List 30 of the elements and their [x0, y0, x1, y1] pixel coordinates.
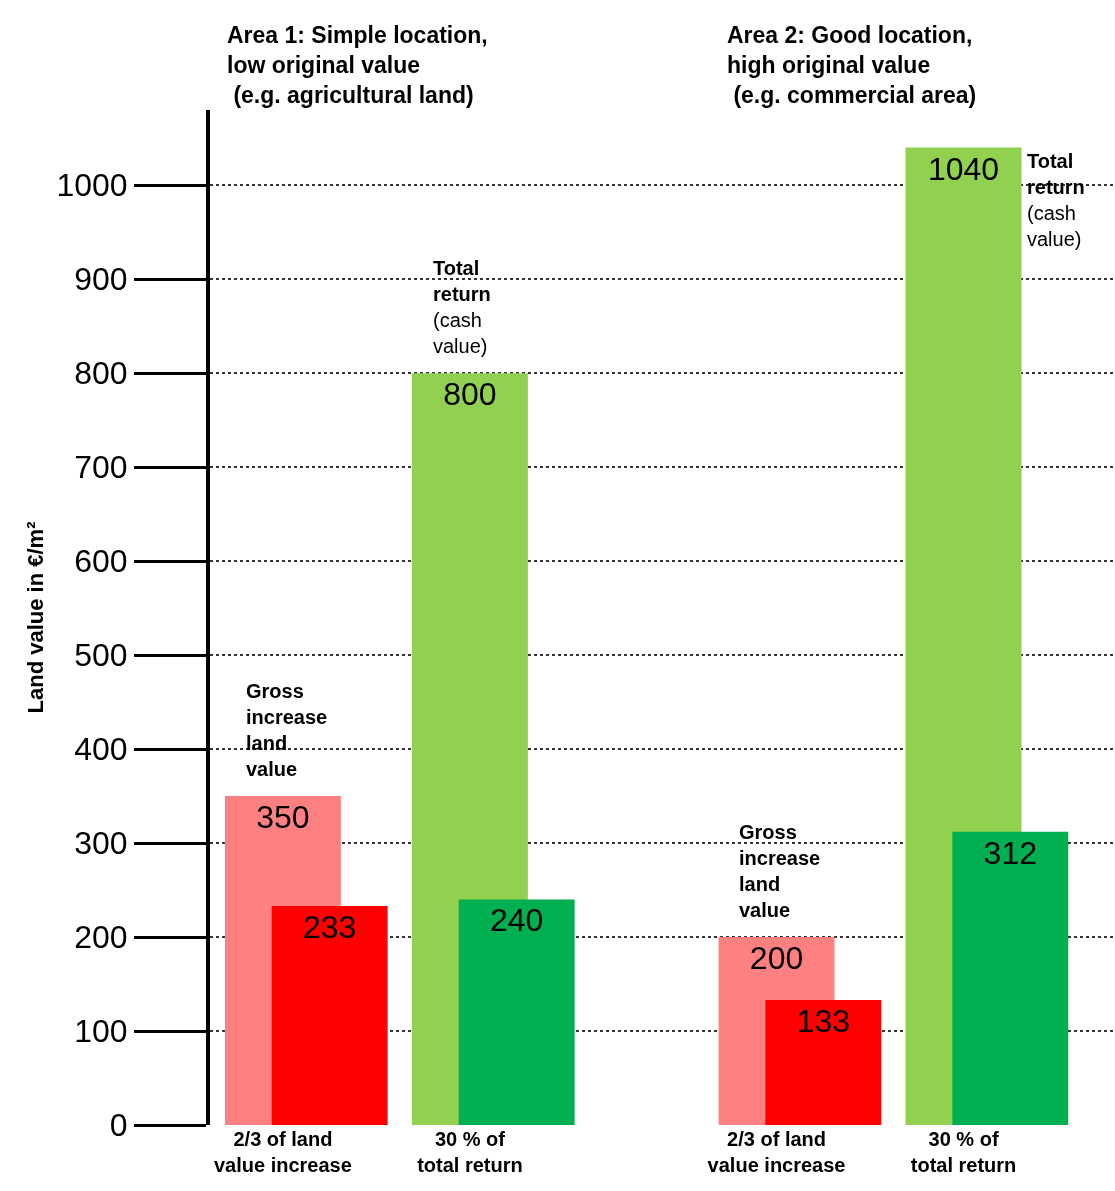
annotation: Gross increase land value [739, 821, 821, 921]
data-label: 1040 [927, 150, 1000, 187]
y-tick-label: 500 [74, 637, 128, 674]
y-tick-label: 200 [74, 919, 128, 956]
y-tick-label: 300 [74, 825, 128, 862]
data-label: 800 [443, 376, 497, 413]
x-tick-label: 30 % of total return [910, 1128, 1017, 1176]
x-tick-label: 2/3 of land value increase [213, 1128, 352, 1176]
x-tick-label: 30 % of total return [417, 1128, 523, 1176]
y-tick-label: 1000 [56, 167, 128, 204]
y-tick-label: 0 [109, 1107, 128, 1144]
y-tick-label: 900 [74, 261, 128, 298]
data-label: 312 [983, 834, 1037, 871]
x-tick-label: 2/3 of land value increase [707, 1128, 846, 1176]
y-tick-label: 600 [74, 543, 128, 580]
y-tick-label: 800 [74, 355, 128, 392]
y-tick-label: 700 [74, 449, 128, 486]
y-axis-title: Land value in €/m² [22, 521, 48, 714]
data-label: 350 [256, 799, 310, 836]
annotation: Total return (cash value) [1027, 150, 1085, 250]
y-tick-label: 100 [74, 1013, 128, 1050]
y-tick-label: 400 [74, 731, 128, 768]
data-label: 133 [796, 1003, 850, 1039]
annotation: Total return (cash value) [433, 257, 491, 357]
data-label: 200 [749, 940, 804, 977]
text: Area 1: Simple location, low original value (e.g. agricultural land) [227, 22, 488, 108]
text: Area 2: Good location, high original value (e.g. commercial area) [727, 22, 977, 108]
data-label: 240 [489, 902, 544, 939]
annotation: Gross increase land value [246, 680, 328, 780]
data-label: 233 [302, 909, 357, 946]
